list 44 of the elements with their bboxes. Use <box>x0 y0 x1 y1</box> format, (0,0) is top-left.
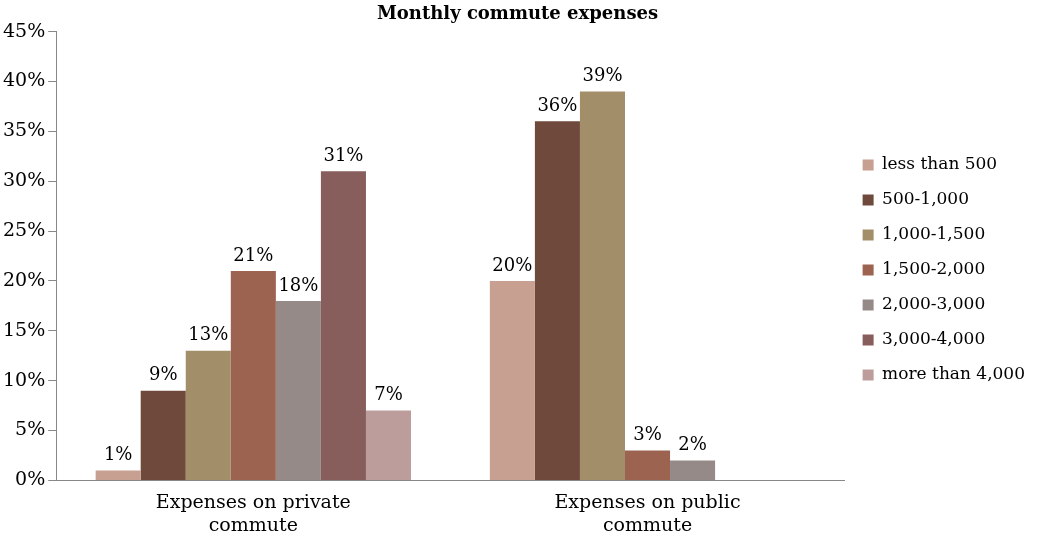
data-label: 20% <box>492 253 533 275</box>
data-label: 36% <box>537 94 578 116</box>
chart-title: Monthly commute expenses <box>376 2 659 24</box>
data-label: 9% <box>148 363 178 385</box>
data-label: 39% <box>582 64 623 86</box>
legend-label: 2,000-3,000 <box>882 293 986 314</box>
legend-label: 3,000-4,000 <box>882 328 986 349</box>
bar <box>185 350 231 480</box>
bar <box>320 171 366 480</box>
bar <box>670 460 716 480</box>
y-tick-label: 5% <box>15 417 46 440</box>
legend-label: 500-1,000 <box>882 188 969 209</box>
data-label: 21% <box>233 243 274 265</box>
legend-label: 1,500-2,000 <box>882 258 986 279</box>
bar <box>489 280 535 480</box>
data-label: 3% <box>633 423 662 445</box>
x-tick-label: Expenses on private commute <box>155 489 351 535</box>
y-tick-label: 25% <box>3 218 46 240</box>
y-tick-label: 15% <box>3 317 46 340</box>
bar <box>95 470 141 480</box>
legend-label: more than 4,000 <box>882 363 1026 384</box>
y-tick-label: 30% <box>3 168 46 191</box>
data-label: 2% <box>678 433 707 455</box>
x-tick-label: Expenses on public commute <box>554 489 741 535</box>
data-label: 7% <box>374 383 403 405</box>
y-tick-label: 0% <box>15 467 46 490</box>
bar <box>230 270 276 480</box>
data-label: 31% <box>323 143 364 165</box>
bar <box>625 450 671 480</box>
y-tick-label: 10% <box>3 367 46 390</box>
bar <box>534 121 580 480</box>
bar <box>365 410 412 480</box>
bar <box>579 91 625 480</box>
data-label: 18% <box>278 273 319 295</box>
data-label: 1% <box>103 443 133 465</box>
y-tick-label: 35% <box>3 118 46 141</box>
legend-label: less than 500 <box>882 153 998 174</box>
bar <box>275 300 321 480</box>
data-label: 13% <box>188 323 229 345</box>
bar <box>140 390 186 480</box>
y-tick-label: 40% <box>3 68 46 91</box>
legend-label: 1,000-1,500 <box>882 223 986 244</box>
y-tick-label: 45% <box>3 18 46 41</box>
y-tick-label: 20% <box>3 267 46 290</box>
